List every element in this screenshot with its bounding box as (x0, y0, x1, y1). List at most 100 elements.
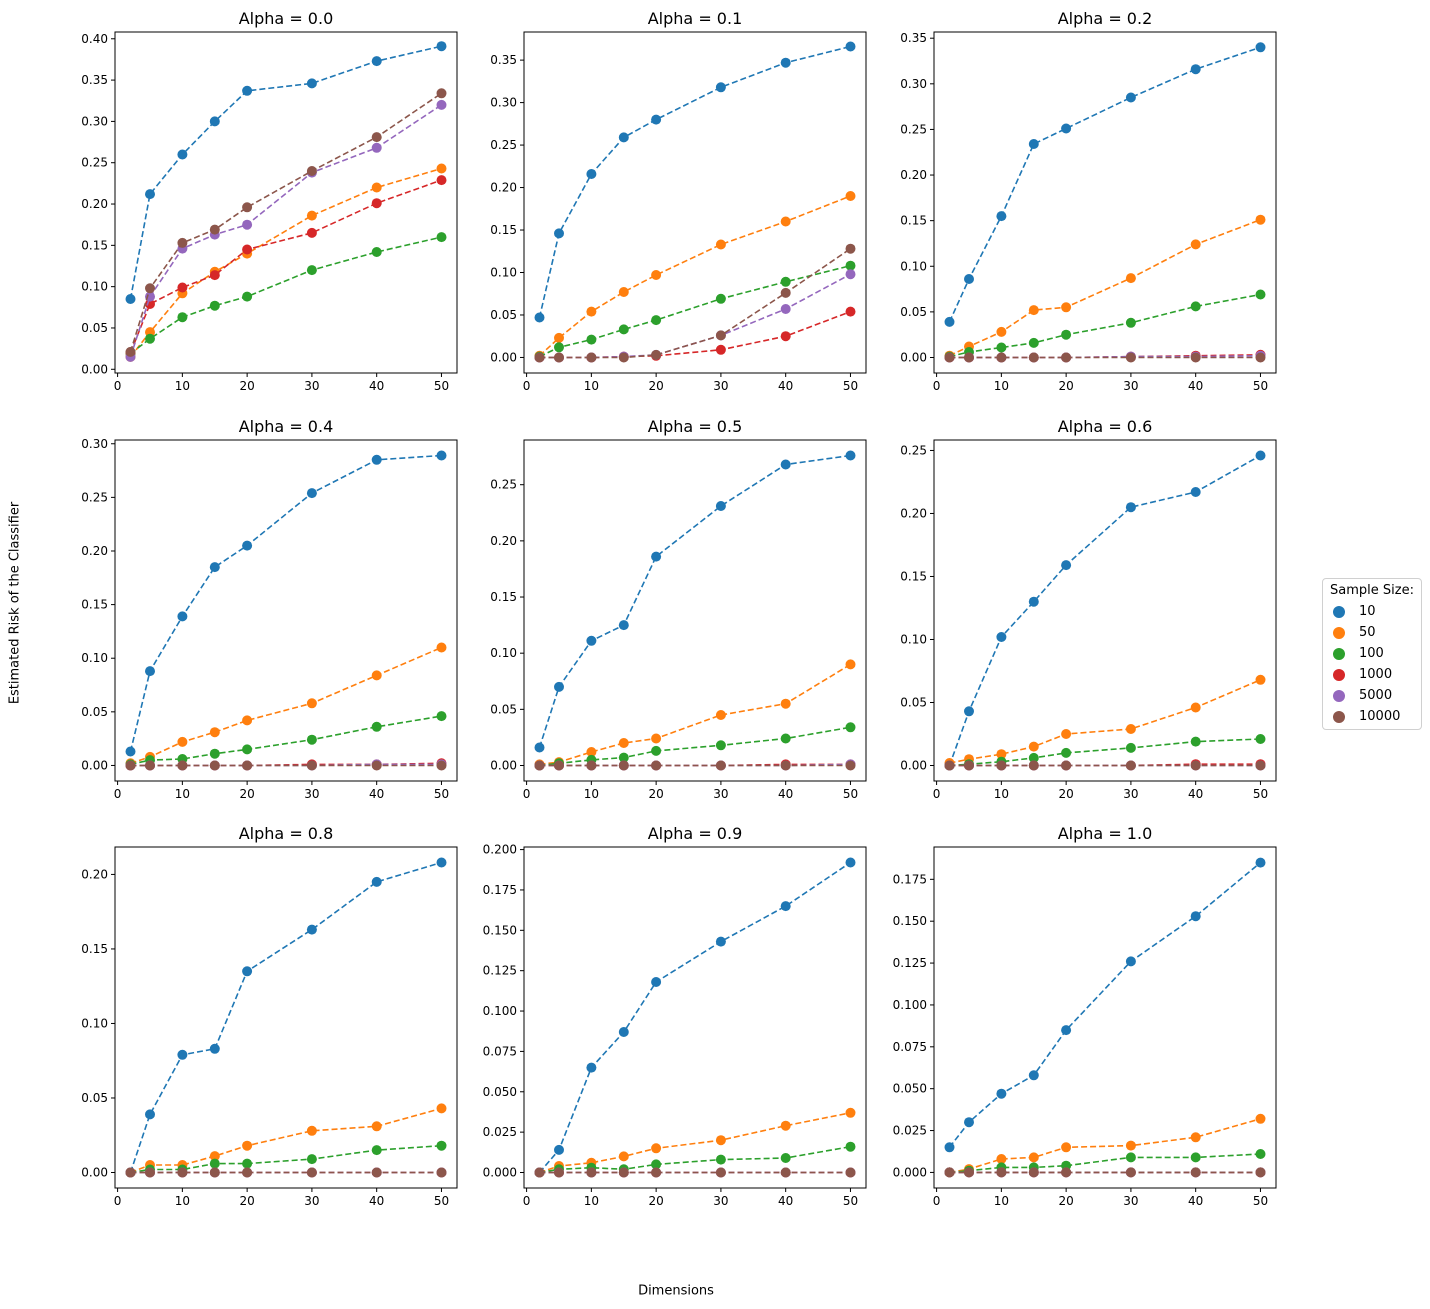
data-point (209, 1043, 220, 1054)
data-point (1125, 724, 1136, 734)
series-line (129, 179, 442, 354)
y-tick-label: 0.175 (893, 872, 927, 886)
data-point (554, 1167, 564, 1178)
x-tick-label: 30 (713, 787, 728, 801)
legend-item: 10 (1329, 601, 1415, 622)
series-line (129, 45, 442, 300)
axes-frame (114, 846, 458, 1189)
data-point (996, 326, 1007, 337)
data-point (618, 1027, 629, 1037)
x-tick-label: 50 (1253, 1194, 1268, 1208)
data-point (1125, 352, 1136, 363)
data-point (554, 228, 564, 239)
data-point (1061, 329, 1072, 340)
legend-marker (1333, 605, 1345, 618)
data-point (306, 760, 317, 771)
data-point (586, 169, 597, 179)
data-point (1028, 760, 1039, 771)
subplot-title: Alpha = 0.4 (239, 417, 334, 436)
data-point (145, 666, 155, 677)
data-point (371, 670, 382, 681)
data-point (242, 1158, 253, 1169)
data-point (1190, 760, 1201, 771)
data-point (586, 1167, 597, 1178)
x-tick-label: 50 (434, 1194, 449, 1208)
data-point (371, 1121, 382, 1132)
x-tick-label: 20 (648, 1194, 663, 1208)
data-point (1028, 1070, 1039, 1081)
y-tick-label: 0.30 (81, 114, 108, 128)
y-tick-label: 0.00 (81, 362, 108, 376)
subplot-title: Alpha = 0.5 (648, 417, 743, 436)
series-line (539, 1145, 851, 1174)
series-line (130, 646, 442, 765)
x-tick-label: 0 (933, 1194, 941, 1208)
data-point (436, 1140, 447, 1151)
data-point (780, 304, 791, 314)
x-tick-label: 20 (239, 1194, 254, 1208)
series-line (130, 236, 442, 355)
data-point (1255, 760, 1266, 771)
data-point (715, 710, 726, 720)
series-line (539, 264, 851, 358)
data-point (780, 216, 791, 227)
x-tick-label: 50 (843, 379, 858, 393)
data-point (845, 760, 856, 771)
series-line (949, 679, 1261, 764)
data-point (371, 721, 382, 732)
data-point (715, 239, 726, 250)
x-tick-label: 10 (584, 787, 599, 801)
series-line (539, 726, 851, 767)
data-point (618, 1167, 629, 1178)
axes-frame (523, 846, 867, 1189)
y-tick-label: 0.05 (900, 305, 927, 319)
data-point (209, 116, 220, 127)
data-point (715, 344, 726, 355)
subplot: Alpha = 0.0 0 10 20 30 40 50 0.00 0.05 0.10 0.15 0.… (81, 9, 458, 393)
data-point (845, 306, 856, 317)
data-point (125, 746, 136, 757)
figure-x-label: Dimensions (638, 1283, 714, 1299)
y-tick-label: 0.10 (900, 259, 927, 273)
series-line (538, 195, 851, 357)
x-tick-label: 0 (933, 379, 941, 393)
data-point (845, 722, 856, 733)
data-point (554, 1144, 564, 1155)
data-point (1028, 741, 1039, 752)
data-point (1028, 752, 1039, 763)
data-point (209, 300, 220, 311)
data-point (1125, 502, 1136, 513)
data-point (371, 454, 382, 465)
figure-y-label: Estimated Risk of the Classifier (7, 501, 23, 705)
y-tick-label: 0.100 (483, 1004, 517, 1018)
data-point (306, 210, 317, 221)
data-point (436, 711, 447, 722)
y-tick-label: 0.05 (490, 702, 517, 716)
legend-item: 10000 (1329, 706, 1415, 727)
subplot-title: Alpha = 0.2 (1058, 9, 1153, 28)
data-point (1255, 352, 1266, 363)
data-point (1255, 734, 1266, 744)
series-line (538, 454, 851, 748)
data-point (1190, 702, 1201, 713)
data-point (242, 1167, 253, 1178)
series-line (949, 1153, 1261, 1174)
x-tick-label: 20 (1058, 787, 1073, 801)
data-point (177, 1167, 188, 1178)
x-tick-label: 30 (1123, 379, 1138, 393)
data-point (554, 352, 564, 363)
y-tick-label: 0.05 (900, 695, 927, 709)
data-point (554, 681, 564, 692)
data-point (177, 149, 188, 160)
subplot-title: Alpha = 0.8 (239, 824, 334, 843)
subplot: Alpha = 0.9 0 10 20 30 40 50 0.000 0.025 0.050 0.0… (483, 824, 867, 1208)
data-point (125, 760, 136, 771)
legend-label: 100 (1359, 646, 1384, 661)
legend-marker (1333, 710, 1345, 723)
data-point (371, 876, 382, 887)
data-point (964, 760, 974, 771)
y-tick-label: 0.050 (483, 1085, 517, 1099)
data-point (209, 748, 220, 759)
y-tick-label: 0.15 (490, 223, 517, 237)
